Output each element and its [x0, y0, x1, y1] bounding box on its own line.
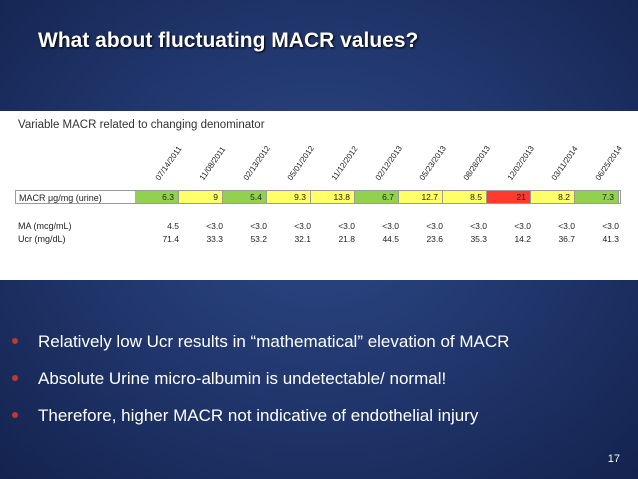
- bullet-marker-icon: [12, 412, 18, 418]
- bullet-item: Therefore, higher MACR not indicative of…: [12, 406, 632, 443]
- page-number: 17: [607, 453, 620, 465]
- date-label: 03/11/2014: [549, 144, 580, 182]
- macr-cell: 21: [487, 190, 531, 204]
- macr-cell: 9: [179, 190, 223, 204]
- macr-cell: 6.3: [135, 190, 179, 204]
- macr-cell: 12.7: [399, 190, 443, 204]
- ma-cell: <3.0: [206, 221, 223, 231]
- ucr-cell: 44.5: [382, 234, 399, 244]
- ucr-row-label: Ucr (mg/dL): [18, 234, 66, 244]
- macr-cell: 8.5: [443, 190, 487, 204]
- macr-cell: 9.3: [267, 190, 311, 204]
- slide-title: What about fluctuating MACR values?: [38, 29, 419, 52]
- date-label: 05/23/2013: [417, 144, 448, 182]
- table-caption: Variable MACR related to changing denomi…: [18, 119, 265, 131]
- ma-cell: <3.0: [382, 221, 399, 231]
- ucr-cell: 21.8: [338, 234, 355, 244]
- macr-cell: 6.7: [355, 190, 399, 204]
- macr-row-label: MACR μg/mg (urine): [15, 190, 135, 204]
- date-label: 11/12/2012: [329, 144, 360, 182]
- macr-cell: 8.2: [531, 190, 575, 204]
- ucr-cell: 36.7: [558, 234, 575, 244]
- date-label: 08/28/2013: [461, 144, 492, 182]
- date-label: 05/01/2012: [285, 144, 316, 182]
- date-label: 06/25/2014: [593, 144, 624, 182]
- date-label: 02/13/2012: [241, 144, 272, 182]
- date-label: 02/12/2013: [373, 144, 404, 182]
- ucr-cell: 53.2: [250, 234, 267, 244]
- macr-cell: 5.4: [223, 190, 267, 204]
- ma-row-label: MA (mcg/mL): [18, 221, 72, 231]
- ma-cell: <3.0: [602, 221, 619, 231]
- bullet-item: Relatively low Ucr results in “mathemati…: [12, 332, 632, 369]
- ma-cell: <3.0: [338, 221, 355, 231]
- ucr-cell: 71.4: [162, 234, 179, 244]
- ucr-cell: 33.3: [206, 234, 223, 244]
- bullet-text: Absolute Urine micro-albumin is undetect…: [38, 369, 447, 388]
- bullet-text: Therefore, higher MACR not indicative of…: [38, 406, 479, 425]
- ucr-cell: 32.1: [294, 234, 311, 244]
- bullet-marker-icon: [12, 375, 18, 381]
- ma-cell: <3.0: [426, 221, 443, 231]
- ma-cell: 4.5: [167, 221, 179, 231]
- date-label: 07/14/2011: [153, 144, 184, 182]
- ma-cell: <3.0: [558, 221, 575, 231]
- ucr-cell: 41.3: [602, 234, 619, 244]
- ma-cell: <3.0: [514, 221, 531, 231]
- bullet-list: Relatively low Ucr results in “mathemati…: [12, 332, 632, 443]
- date-label: 11/08/2011: [197, 145, 228, 182]
- ma-cell: <3.0: [470, 221, 487, 231]
- bullet-text: Relatively low Ucr results in “mathemati…: [38, 332, 510, 351]
- data-table-panel: Variable MACR related to changing denomi…: [0, 111, 638, 280]
- date-label: 12/02/2013: [505, 144, 536, 182]
- bullet-item: Absolute Urine micro-albumin is undetect…: [12, 369, 632, 406]
- ucr-cell: 35.3: [470, 234, 487, 244]
- ucr-cell: 14.2: [514, 234, 531, 244]
- ucr-cell: 23.6: [426, 234, 443, 244]
- bullet-marker-icon: [12, 338, 18, 344]
- ma-cell: <3.0: [294, 221, 311, 231]
- ma-cell: <3.0: [250, 221, 267, 231]
- macr-cell: 7.3: [575, 190, 619, 204]
- macr-cell: 13.8: [311, 190, 355, 204]
